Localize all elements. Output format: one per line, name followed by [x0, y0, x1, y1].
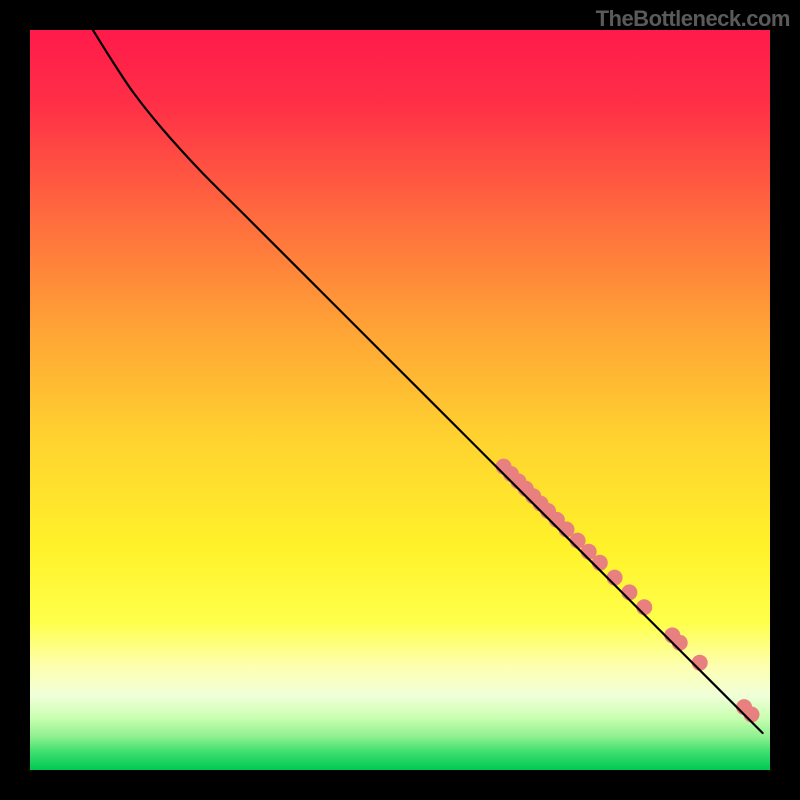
data-marker	[672, 635, 688, 651]
data-marker	[744, 707, 760, 723]
watermark-text: TheBottleneck.com	[596, 6, 790, 32]
bottleneck-chart	[0, 0, 800, 800]
plot-gradient-background	[30, 30, 770, 770]
data-marker	[621, 584, 637, 600]
data-marker	[636, 599, 652, 615]
data-marker	[607, 570, 623, 586]
data-marker	[692, 655, 708, 671]
data-marker	[592, 555, 608, 571]
